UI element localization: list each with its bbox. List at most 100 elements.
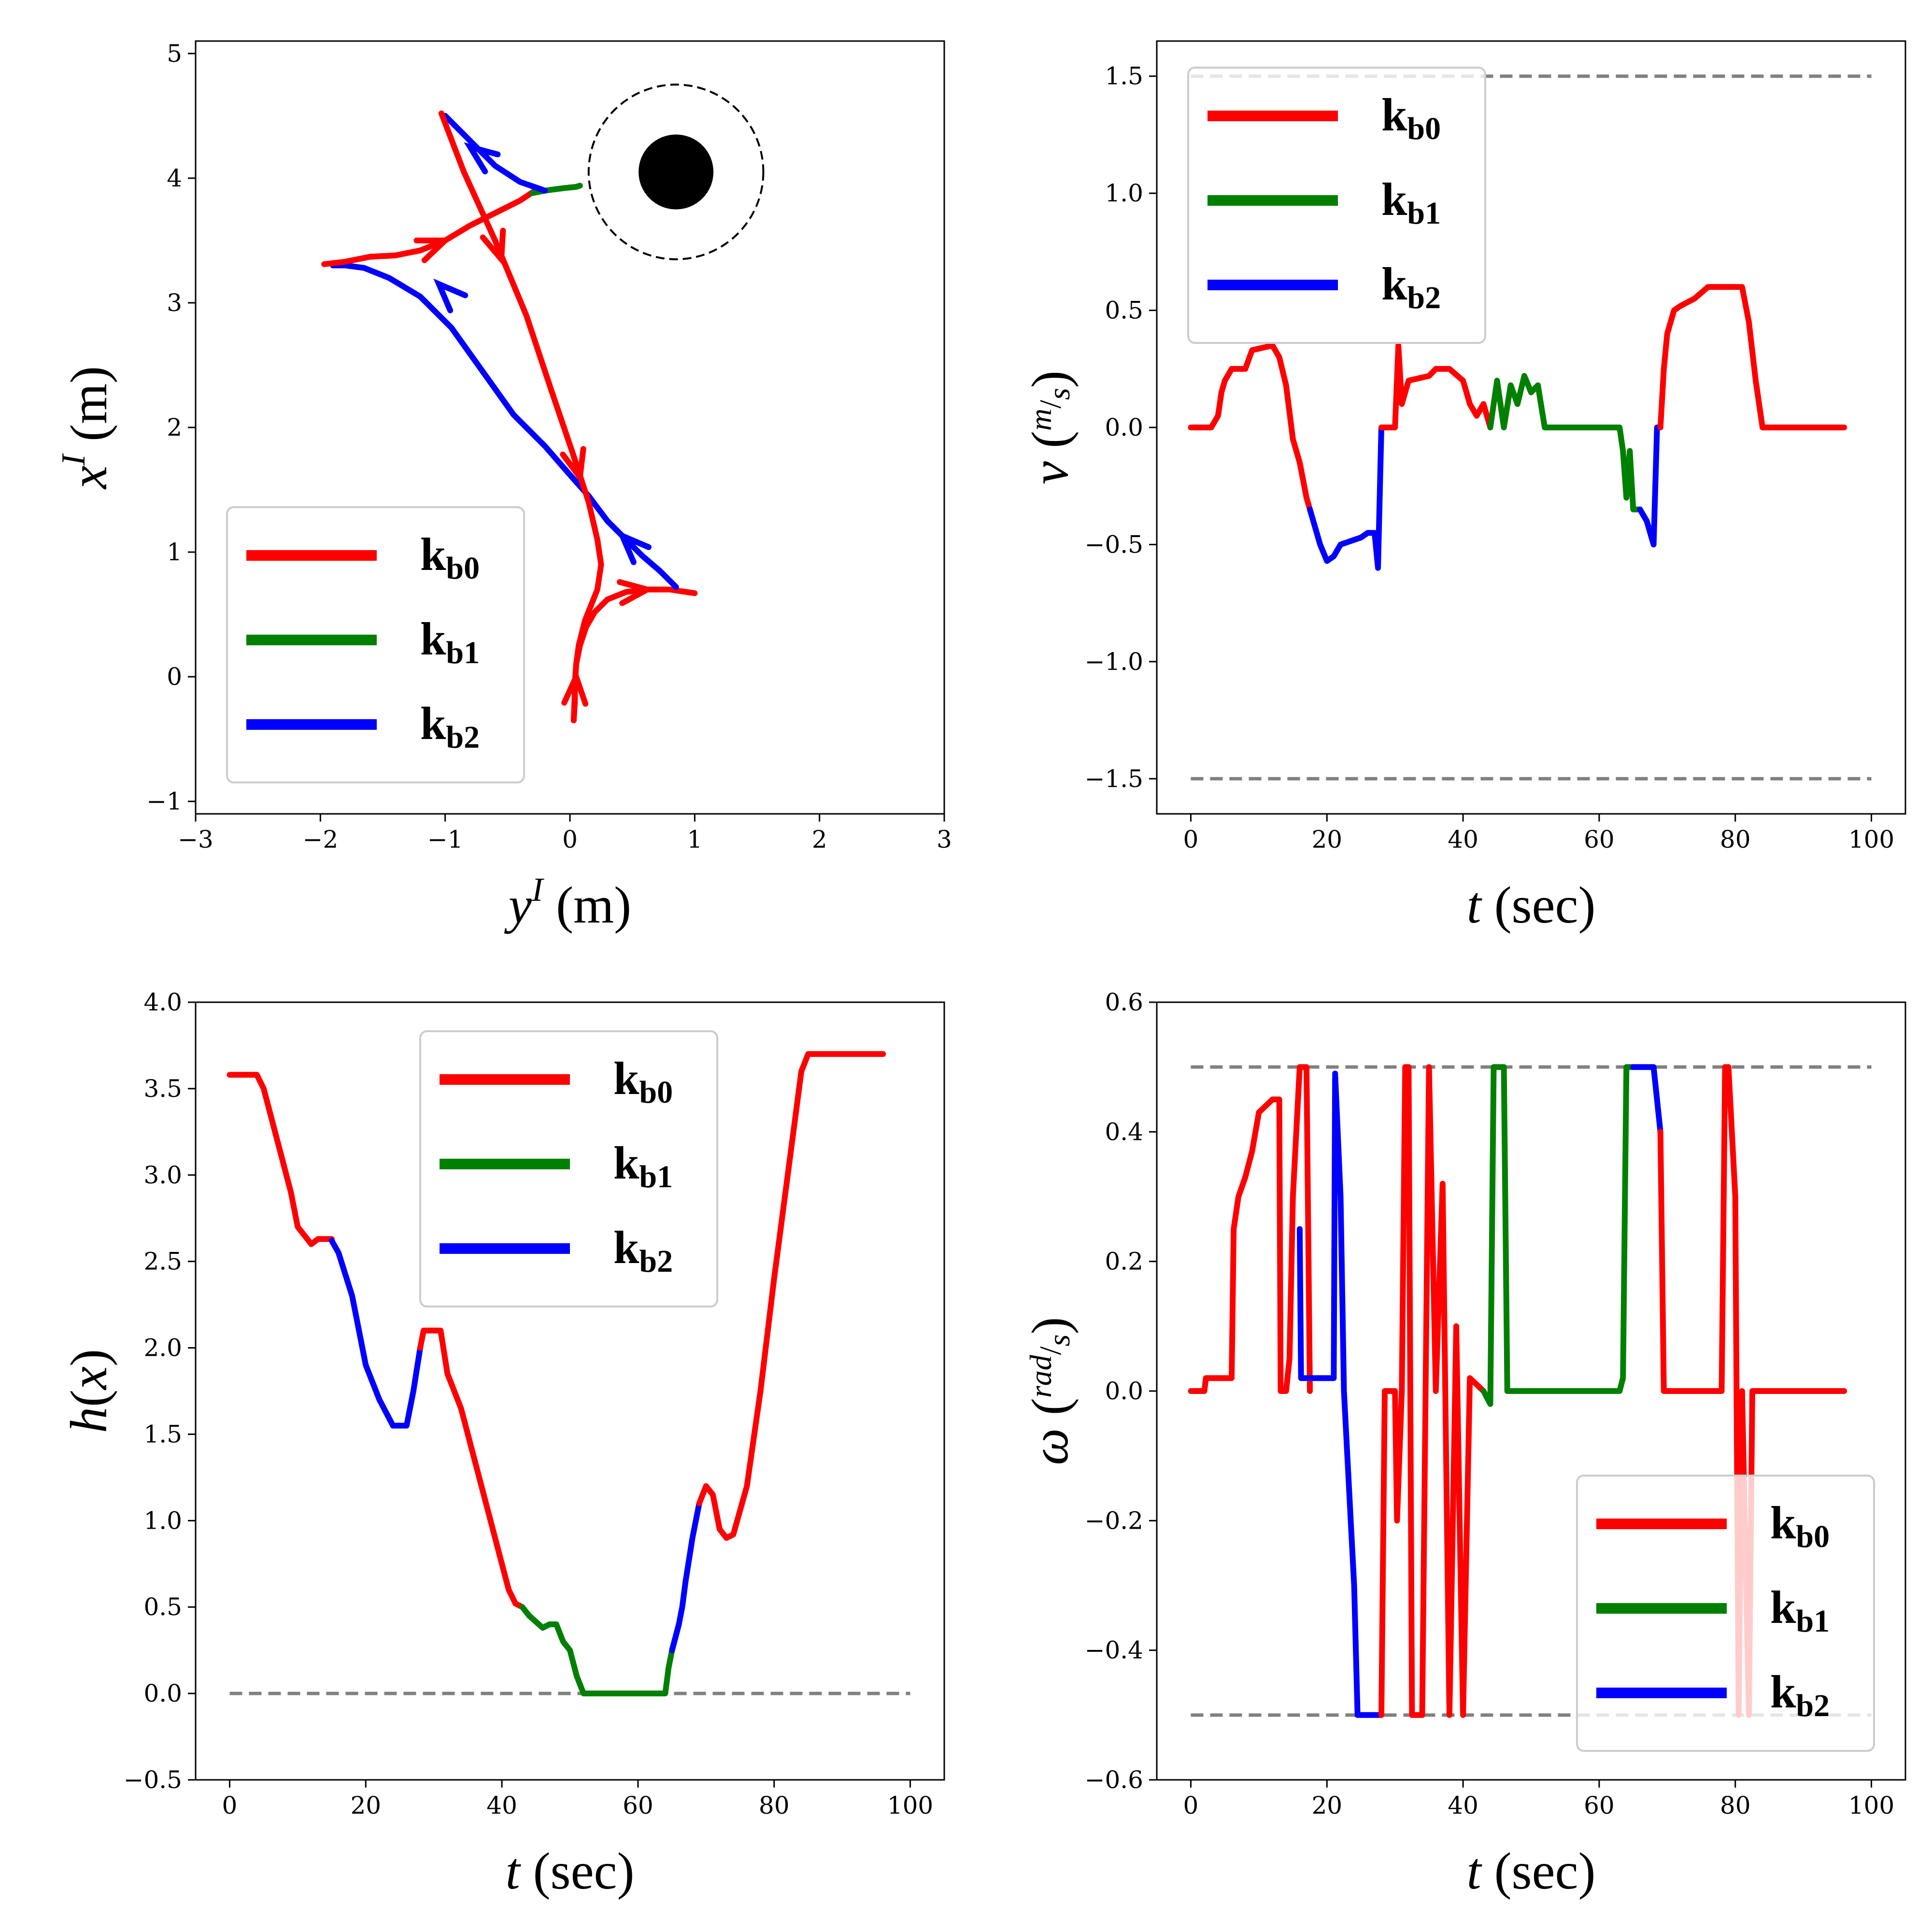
y-tick-label: 0.6 [1105, 988, 1143, 1016]
y-axis-paren: ( [1022, 431, 1079, 461]
axes-frame [195, 1001, 945, 1781]
x-tick-label: 1 [687, 825, 702, 853]
series-line-kb2 [1307, 425, 1384, 571]
y-axis-unit-denominator: s [1042, 388, 1076, 400]
legend-label-main: k [613, 1052, 639, 1104]
series-line-kb1 [519, 1604, 682, 1697]
x-tick-label: −3 [178, 825, 213, 853]
series-line-kb0 [696, 1051, 886, 1541]
legend-label-subscript: b1 [1796, 1604, 1830, 1639]
legend-label-b0: kb0 [613, 1052, 673, 1110]
direction-arrow [617, 530, 652, 565]
legend-label-main: k [1381, 89, 1407, 141]
legend-label-main: k [1381, 258, 1407, 310]
series-line-kb1 [1487, 373, 1643, 512]
legend-label-b1: kb1 [613, 1137, 673, 1194]
legend-label-main: k [420, 613, 446, 665]
series-line-kb0 [227, 1072, 335, 1247]
legend-label-subscript: b0 [639, 1075, 673, 1110]
y-axis-paren: ) [1022, 1317, 1079, 1335]
legend-label-b1: kb1 [1770, 1581, 1830, 1639]
x-tick-label: −1 [427, 825, 463, 853]
y-tick-label: −0.5 [1085, 530, 1143, 558]
x-axis-label: yI (m) [504, 871, 631, 934]
x-tick-label: 60 [623, 1791, 653, 1819]
series-line-kb0 [417, 1327, 526, 1610]
x-axis-symbol: t [506, 1843, 522, 1900]
x-tick-label: 20 [1311, 1791, 1342, 1819]
plot-area [1188, 74, 1872, 781]
legend-label-b2: kb2 [613, 1222, 673, 1279]
legend-label-main: k [1381, 173, 1407, 225]
y-tick-label: 0.0 [143, 1679, 182, 1707]
panel-angular-velocity: 0 20 40 60 80 100−0.6−0.4−0.20.00.20.40.6t (s… [1022, 988, 1906, 1900]
y-tick-label: −1 [146, 787, 182, 815]
y-tick-label: 2 [167, 413, 182, 441]
direction-arrow [464, 142, 501, 174]
series-line-kb2 [442, 113, 548, 194]
direction-arrow [433, 278, 469, 313]
x-tick-label: 20 [1311, 825, 1342, 853]
legend-label-main: k [1770, 1666, 1796, 1718]
legend-label-b1: kb1 [1381, 173, 1441, 231]
y-axis-label: ω (rad/s) [1022, 1317, 1079, 1465]
legend-label-b2: kb2 [1381, 258, 1441, 315]
series-line-kb0 [1188, 1064, 1313, 1394]
y-tick-label: 0.4 [1105, 1118, 1143, 1146]
y-tick-label: 1.0 [1105, 179, 1143, 207]
x-tick-label: 0 [1183, 825, 1199, 853]
x-tick-label: 0 [562, 825, 578, 853]
legend-label-subscript: b2 [446, 720, 480, 755]
y-tick-label: 4 [167, 164, 182, 192]
legend-label-subscript: b2 [1407, 280, 1441, 315]
series-line-kb0 [1657, 284, 1847, 430]
y-axis-paren: ( [1022, 1398, 1079, 1428]
y-axis-symbol: v [1022, 461, 1079, 484]
x-tick-label: 60 [1584, 1791, 1615, 1819]
y-axis-symbol: x [60, 466, 118, 490]
x-tick-label: 40 [1448, 825, 1478, 853]
y-tick-label: 3 [167, 289, 182, 317]
panel-velocity: 0 20 40 60 80 100−1.5−1.0−0.50.00.51.01.5t (s… [1022, 40, 1906, 934]
y-axis-paren: ) [1022, 370, 1079, 388]
x-axis-label: t (sec) [1467, 1843, 1596, 1900]
y-tick-label: 0.5 [143, 1593, 182, 1621]
y-tick-label: 2.5 [143, 1248, 182, 1276]
x-axis-symbol: t [1467, 1843, 1483, 1900]
series-line-kb2 [1630, 1064, 1663, 1135]
series-line-kb0 [321, 187, 538, 267]
x-tick-label: −2 [302, 825, 338, 853]
legend-label-b0: kb0 [1770, 1497, 1830, 1554]
legend-label-main: k [613, 1137, 639, 1189]
y-tick-label: 1 [167, 538, 182, 566]
y-axis-label: h(x) [60, 1349, 118, 1433]
x-tick-label: 3 [937, 825, 952, 853]
legend-label-main: k [1770, 1581, 1796, 1633]
legend-label-b1: kb1 [420, 613, 480, 670]
y-axis-fraction-bar: / [1033, 400, 1067, 409]
legend-label-b0: kb0 [1381, 89, 1441, 146]
x-tick-label: 0 [1183, 1791, 1199, 1819]
legend-label-subscript: b2 [639, 1244, 673, 1279]
series-line-kb2 [330, 262, 679, 590]
x-tick-label: 40 [1448, 1791, 1478, 1819]
y-tick-label: 0.5 [1105, 297, 1143, 325]
y-axis-unit-denominator: s [1042, 1335, 1076, 1347]
series-line-kb2 [669, 1500, 702, 1653]
x-axis-symbol: t [1467, 877, 1483, 934]
x-tick-label: 40 [486, 1791, 517, 1819]
x-axis-superscript: I [531, 871, 545, 909]
series-line-kb2 [1637, 425, 1660, 548]
legend-label-main: k [420, 528, 446, 580]
legend-label-b0: kb0 [420, 528, 480, 586]
legend-label-subscript: b1 [1407, 196, 1441, 231]
series-line-kb0 [438, 110, 604, 724]
x-tick-label: 100 [887, 1791, 933, 1819]
y-tick-label: 0.2 [1105, 1248, 1143, 1276]
y-tick-label: 0.0 [1105, 1377, 1143, 1405]
y-tick-label: 3.5 [143, 1075, 182, 1103]
series-line-kb0 [1378, 1064, 1487, 1718]
